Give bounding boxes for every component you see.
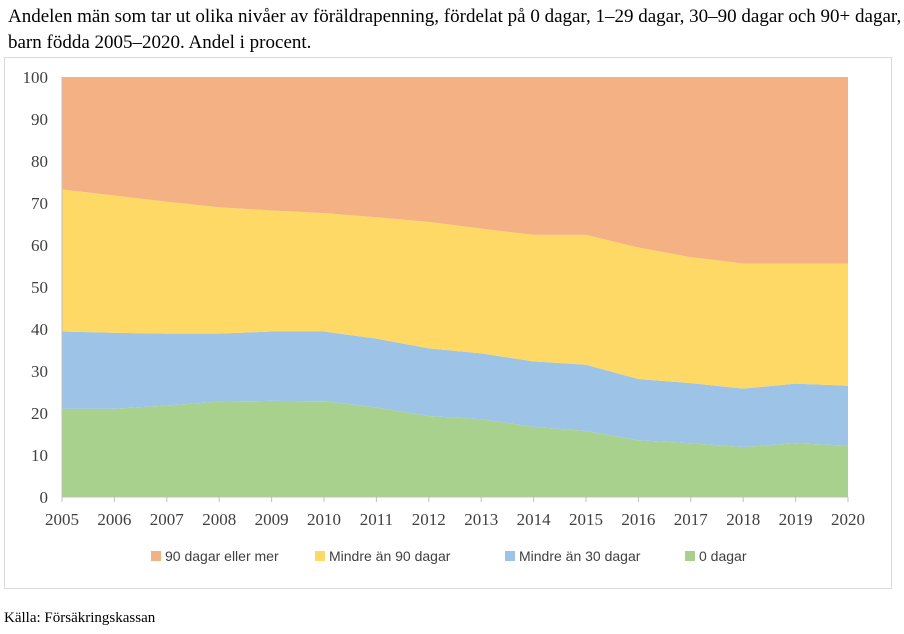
y-tick-label: 60 — [31, 236, 48, 255]
x-tick-label: 2014 — [517, 510, 552, 529]
x-tick-label: 2007 — [150, 510, 185, 529]
y-tick-label: 10 — [31, 446, 48, 465]
legend-label: Mindre än 90 dagar — [329, 548, 451, 564]
x-tick-label: 2010 — [307, 510, 341, 529]
x-tick-label: 2017 — [674, 510, 709, 529]
y-tick-label: 20 — [31, 404, 48, 423]
chart-title: Andelen män som tar ut olika nivåer av f… — [8, 6, 902, 53]
x-tick-label: 2012 — [412, 510, 446, 529]
legend-item: 0 dagar — [685, 548, 747, 564]
y-tick-label: 90 — [31, 110, 48, 129]
y-tick-label: 100 — [23, 68, 49, 87]
legend-item: Mindre än 90 dagar — [315, 548, 451, 564]
x-tick-label: 2009 — [255, 510, 289, 529]
x-tick-label: 2013 — [464, 510, 498, 529]
area-series-mindre-än-30-dagar — [62, 331, 848, 448]
legend-label: Mindre än 30 dagar — [519, 548, 641, 564]
x-tick-label: 2011 — [360, 510, 393, 529]
x-tick-label: 2020 — [831, 510, 865, 529]
y-tick-label: 0 — [40, 488, 49, 507]
x-tick-label: 2019 — [779, 510, 813, 529]
x-tick-label: 2016 — [621, 510, 655, 529]
source-note: Källa: Försäkringskassan — [4, 610, 156, 626]
legend-swatch — [685, 551, 695, 561]
legend-swatch — [315, 551, 325, 561]
legend-swatch — [151, 551, 161, 561]
legend-item: Mindre än 30 dagar — [505, 548, 641, 564]
legend-item: 90 dagar eller mer — [151, 548, 279, 564]
x-tick-label: 2018 — [726, 510, 760, 529]
y-tick-label: 30 — [31, 362, 48, 381]
x-tick-label: 2005 — [45, 510, 79, 529]
x-tick-label: 2015 — [569, 510, 603, 529]
area-series-0-dagar — [62, 400, 848, 497]
x-tick-label: 2006 — [97, 510, 131, 529]
y-tick-label: 50 — [31, 278, 48, 297]
chart-frame: 0 10 20 30 40 50 60 70 80 90 100 2005 2006 2007 2008 20… — [4, 57, 892, 589]
x-tick-label: 2008 — [202, 510, 236, 529]
y-tick-label: 70 — [31, 194, 48, 213]
area-series-90-dagar-eller-mer — [62, 77, 848, 264]
legend-label: 0 dagar — [699, 548, 747, 564]
y-tick-label: 80 — [31, 152, 48, 171]
legend-swatch — [505, 551, 515, 561]
stacked-area-chart: 0 10 20 30 40 50 60 70 80 90 100 2005 2006 2007 2008 20… — [23, 68, 866, 564]
y-tick-label: 40 — [31, 320, 48, 339]
legend-label: 90 dagar eller mer — [165, 548, 279, 564]
area-series-mindre-än-90-dagar — [62, 189, 848, 389]
